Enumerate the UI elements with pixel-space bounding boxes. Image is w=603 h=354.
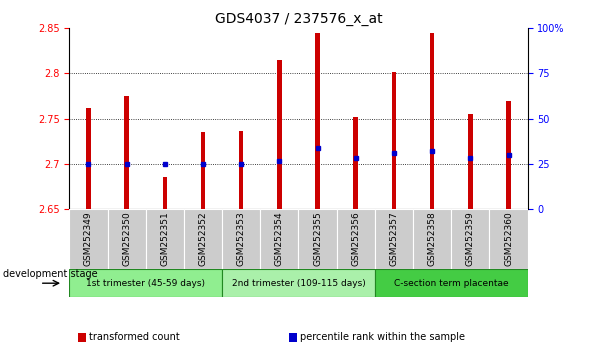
Bar [107, 209, 146, 269]
Bar [201, 132, 205, 209]
Bar [86, 108, 90, 209]
Bar [222, 209, 260, 269]
Text: GSM252352: GSM252352 [198, 212, 207, 266]
Text: GSM252353: GSM252353 [237, 212, 245, 266]
Text: GSM252357: GSM252357 [390, 212, 399, 266]
Text: GSM252351: GSM252351 [160, 212, 169, 266]
Text: transformed count: transformed count [89, 332, 180, 342]
Bar [451, 209, 490, 269]
Bar [375, 209, 413, 269]
Bar [163, 177, 167, 209]
Bar [69, 209, 107, 269]
Bar [69, 269, 222, 297]
Text: 2nd trimester (109-115 days): 2nd trimester (109-115 days) [232, 279, 365, 288]
Bar [490, 209, 528, 269]
Text: GSM252354: GSM252354 [275, 212, 284, 266]
Bar [277, 60, 282, 209]
Text: C-section term placentae: C-section term placentae [394, 279, 508, 288]
Bar [430, 33, 434, 209]
Bar [507, 101, 511, 209]
Text: GSM252349: GSM252349 [84, 212, 93, 266]
Bar [375, 269, 528, 297]
Bar [124, 96, 129, 209]
Bar [413, 209, 451, 269]
Text: GSM252356: GSM252356 [352, 212, 360, 266]
Text: development stage: development stage [3, 269, 98, 279]
Title: GDS4037 / 237576_x_at: GDS4037 / 237576_x_at [215, 12, 382, 26]
Bar [336, 209, 375, 269]
Bar [222, 269, 375, 297]
Bar [184, 209, 222, 269]
Text: GSM252350: GSM252350 [122, 212, 131, 266]
Text: GSM252358: GSM252358 [428, 212, 437, 266]
Bar [146, 209, 184, 269]
Text: GSM252355: GSM252355 [313, 212, 322, 266]
Bar [468, 114, 473, 209]
Bar [315, 33, 320, 209]
Bar [260, 209, 298, 269]
Bar [298, 209, 336, 269]
Text: 1st trimester (45-59 days): 1st trimester (45-59 days) [86, 279, 205, 288]
Bar [353, 117, 358, 209]
Text: GSM252360: GSM252360 [504, 212, 513, 266]
Text: GSM252359: GSM252359 [466, 212, 475, 266]
Bar [392, 72, 396, 209]
Text: percentile rank within the sample: percentile rank within the sample [300, 332, 466, 342]
Bar [239, 131, 244, 209]
